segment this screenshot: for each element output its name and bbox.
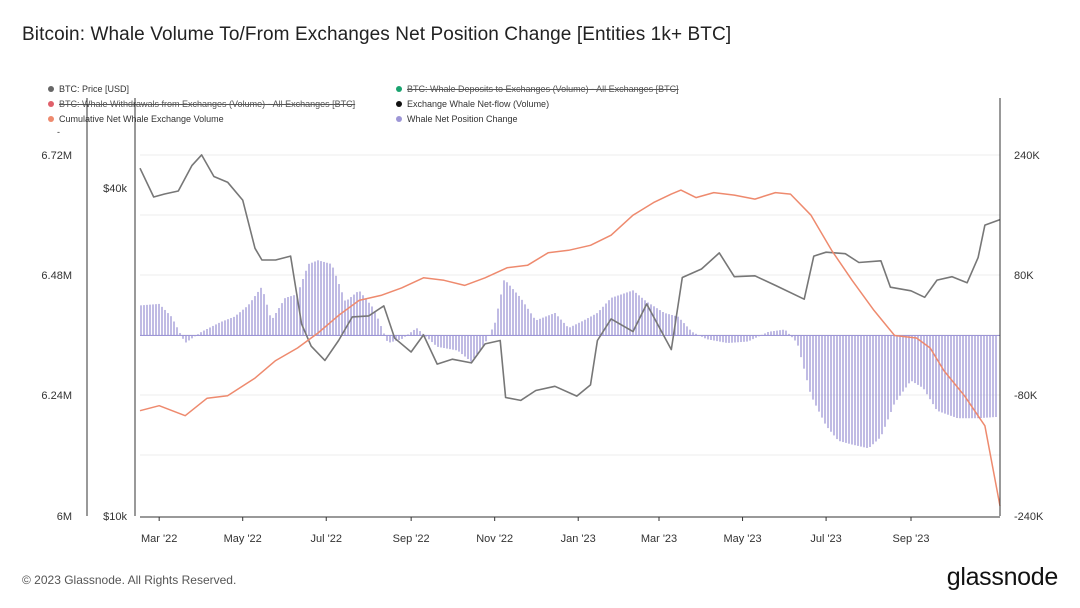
legend-dot	[396, 86, 402, 92]
x-axis-tick: Jul '23	[810, 533, 841, 545]
left-axis-tick: 6M	[57, 511, 72, 523]
legend-dot	[48, 116, 54, 122]
left-axis-tick: 6.48M	[41, 270, 72, 282]
brand-logo: glassnode	[946, 563, 1059, 591]
x-axis-tick: Sep '22	[393, 533, 430, 545]
left-axis-tick: 6.72M	[41, 150, 72, 162]
grid	[140, 154, 1000, 456]
legend-dot	[48, 86, 54, 92]
series-lines	[139, 154, 1001, 507]
price-axis-tick: $40k	[103, 183, 127, 195]
x-axis-tick: May '23	[723, 533, 761, 545]
legend-item-whale-withdrawals[interactable]: BTC: Whale Withdrawals from Exchanges (V…	[48, 99, 355, 109]
legend-label: BTC: Whale Withdrawals from Exchanges (V…	[59, 99, 356, 109]
price-line	[139, 154, 1001, 402]
chart-legend: BTC: Price [USD] BTC: Whale Deposits to …	[48, 84, 768, 137]
x-axis-tick: Nov '22	[476, 533, 513, 545]
price-axis-tick: $10k	[103, 511, 127, 523]
legend-item-net-flow[interactable]: Exchange Whale Net-flow (Volume)	[396, 99, 549, 109]
legend-label: BTC: Whale Deposits to Exchanges (Volume…	[407, 84, 679, 94]
right-axis-tick: 240K	[1014, 150, 1040, 162]
right-axis-tick: -80K	[1014, 390, 1038, 402]
cumulative-line	[139, 189, 1001, 507]
right-axis-tick: -240K	[1014, 511, 1044, 523]
legend-item-extra: -	[57, 127, 60, 137]
x-axis-tick: Mar '22	[141, 533, 177, 545]
legend-label: -	[57, 127, 60, 137]
left-axis-tick: 6.24M	[41, 390, 72, 402]
legend-dot	[396, 116, 402, 122]
legend-label: Cumulative Net Whale Exchange Volume	[59, 114, 224, 124]
legend-label: Exchange Whale Net-flow (Volume)	[407, 99, 550, 109]
right-axis-tick: 80K	[1014, 270, 1034, 282]
legend-dot	[48, 101, 54, 107]
legend-item-net-position[interactable]: Whale Net Position Change	[396, 114, 518, 124]
copyright-text: © 2023 Glassnode. All Rights Reserved.	[22, 573, 237, 587]
net-position-bars	[140, 260, 1000, 448]
x-axis-tick: Jul '22	[311, 533, 342, 545]
axes: 6.72M 6.48M 6.24M 6M $40k $10k 240K 80K -80K -240…	[41, 98, 1044, 545]
x-axis-tick: Mar '23	[641, 533, 677, 545]
legend-label: Whale Net Position Change	[407, 114, 518, 124]
legend-label: BTC: Price [USD]	[59, 84, 130, 94]
x-axis-tick: Sep '23	[893, 533, 930, 545]
chart-title: Bitcoin: Whale Volume To/From Exchanges …	[22, 24, 732, 45]
x-axis-tick: May '22	[224, 533, 262, 545]
legend-item-price[interactable]: BTC: Price [USD]	[48, 84, 129, 94]
legend-item-cumulative[interactable]: Cumulative Net Whale Exchange Volume	[48, 114, 224, 124]
legend-dot	[396, 101, 402, 107]
legend-item-whale-deposits[interactable]: BTC: Whale Deposits to Exchanges (Volume…	[396, 84, 679, 94]
x-axis-tick: Jan '23	[561, 533, 596, 545]
